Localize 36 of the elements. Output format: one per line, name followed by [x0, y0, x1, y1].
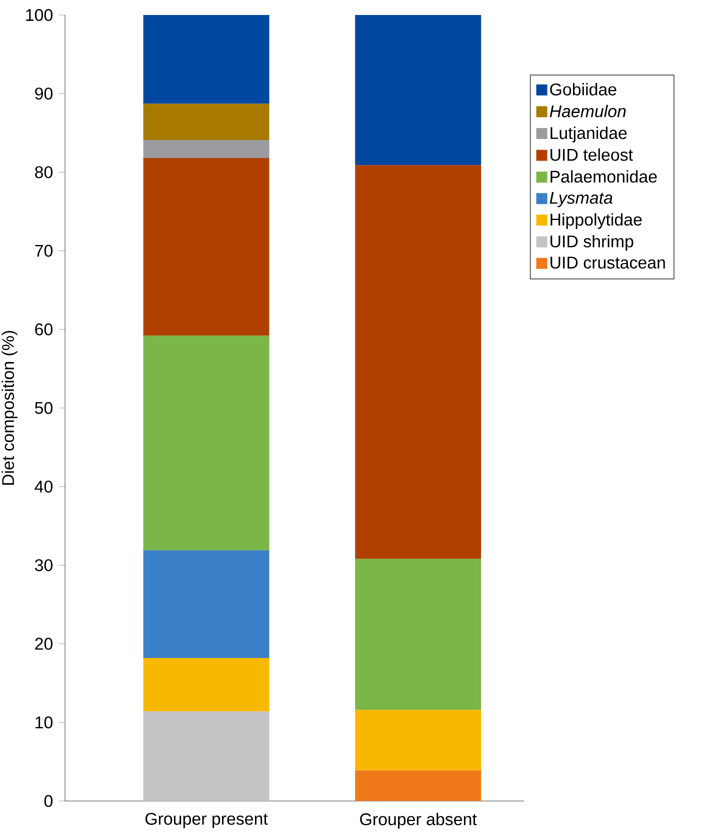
x-tick-label: Grouper present: [145, 812, 268, 828]
y-tick-label: 0: [44, 795, 52, 807]
bar: [355, 558, 482, 710]
y-tick-label: 50: [34, 402, 52, 414]
y-tick-label: 70: [35, 244, 52, 257]
bar: [355, 710, 482, 770]
x-tick-label: Grouper absent: [360, 812, 477, 829]
bar: [143, 658, 270, 712]
bar: [355, 165, 482, 559]
bar: [143, 104, 270, 140]
y-axis-title: Diet composition (%): [2, 330, 18, 485]
bar: [143, 711, 270, 801]
bar: [143, 140, 270, 158]
legend-label: Lutjanidae: [550, 126, 627, 142]
bar: [143, 158, 270, 336]
y-tick-label: 80: [35, 166, 52, 178]
y-tick-label: 10: [36, 716, 52, 728]
y-tick-label: 40: [34, 480, 52, 493]
legend-label: UID shrimp: [550, 234, 634, 251]
legend-label: Lysmata: [550, 192, 612, 208]
bar: [143, 550, 270, 658]
y-tick-label: 100: [26, 8, 52, 21]
bar: [143, 14, 270, 104]
y-tick-label: 20: [35, 638, 52, 650]
bar: [143, 336, 270, 550]
legend-label: Haemulon: [550, 104, 626, 118]
legend-label: Hippolytidae: [550, 213, 642, 229]
y-tick-label: 90: [35, 88, 52, 100]
legend-label: UID crustacean: [550, 256, 665, 269]
bar: [355, 14, 482, 166]
y-tick-label: 60: [35, 323, 52, 336]
legend-label: Gobiidae: [550, 83, 616, 96]
bar: [355, 770, 482, 801]
legend-label: UID teleost: [550, 148, 633, 161]
y-tick-label: 30: [34, 559, 52, 572]
legend-label: Palaemonidae: [550, 170, 657, 183]
